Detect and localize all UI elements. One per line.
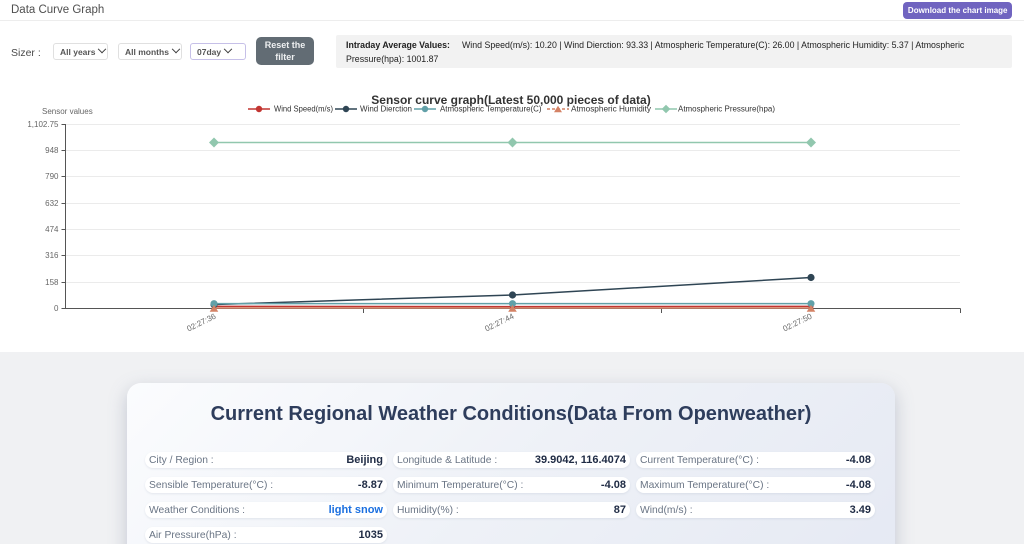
- svg-text:948: 948: [45, 146, 59, 155]
- svg-text:02:27:50: 02:27:50: [781, 311, 813, 333]
- svg-text:0: 0: [54, 304, 59, 313]
- svg-text:Atmospheric Pressure(hpa): Atmospheric Pressure(hpa): [678, 105, 775, 114]
- svg-text:790: 790: [45, 172, 59, 181]
- svg-text:Atmospheric Humidity: Atmospheric Humidity: [571, 105, 651, 114]
- svg-text:1,102.75: 1,102.75: [27, 120, 59, 129]
- svg-text:Sensor curve graph(Latest 50,0: Sensor curve graph(Latest 50,000 pieces …: [371, 93, 650, 107]
- svg-text:Sensor values: Sensor values: [42, 107, 93, 116]
- svg-text:158: 158: [45, 278, 59, 287]
- svg-text:474: 474: [45, 225, 59, 234]
- svg-text:Wind Dierction: Wind Dierction: [360, 105, 412, 114]
- svg-text:316: 316: [45, 251, 59, 260]
- svg-text:632: 632: [45, 199, 59, 208]
- svg-text:02:27:44: 02:27:44: [483, 311, 515, 333]
- svg-text:02:27:36: 02:27:36: [185, 311, 217, 333]
- svg-text:Wind Speed(m/s): Wind Speed(m/s): [274, 105, 333, 114]
- svg-text:Atmospheric Temperature(C): Atmospheric Temperature(C): [440, 105, 542, 114]
